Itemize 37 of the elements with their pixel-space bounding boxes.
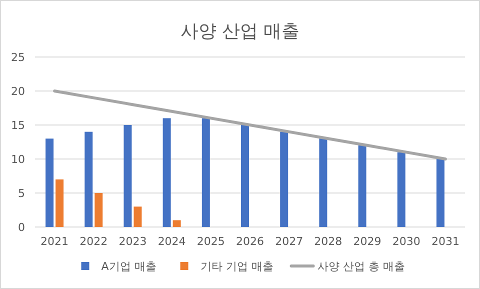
x-tick-label: 2030 [392, 235, 420, 248]
y-tick-label: 10 [11, 153, 25, 166]
y-tick-label: 25 [11, 51, 25, 64]
x-tick-label: 2029 [353, 235, 382, 248]
legend-label: A기업 매출 [101, 260, 156, 273]
y-tick-label: 0 [18, 221, 25, 234]
legend-label: 사양 산업 총 매출 [317, 260, 405, 273]
bar [172, 220, 181, 227]
chart-title: 사양 산업 매출 [180, 21, 300, 42]
x-tick-label: 2027 [275, 235, 304, 248]
x-tick-label: 2022 [80, 235, 108, 248]
bar [436, 159, 444, 227]
y-tick-label: 15 [11, 119, 25, 132]
legend-label: 기타 기업 매출 [200, 260, 274, 273]
bar [319, 138, 328, 227]
bar [241, 125, 249, 227]
x-tick-label: 2026 [236, 235, 264, 248]
bar [46, 138, 54, 227]
bar [358, 145, 366, 227]
bar [162, 118, 171, 227]
line-series [53, 90, 447, 160]
bar [56, 179, 64, 227]
bar [94, 193, 103, 227]
bar [202, 118, 210, 227]
y-tick-label: 20 [11, 85, 25, 98]
x-tick-label: 2031 [431, 235, 460, 248]
y-tick-label: 5 [18, 187, 25, 200]
bar [280, 132, 288, 227]
x-tick-label: 2025 [196, 235, 225, 248]
bar [397, 152, 406, 227]
x-tick-label: 2028 [314, 235, 342, 248]
bar [134, 206, 142, 227]
x-tick-label: 2024 [158, 235, 186, 248]
bar [124, 125, 132, 227]
bar [84, 132, 93, 227]
x-tick-label: 2023 [118, 235, 147, 248]
x-tick-label: 2021 [40, 235, 69, 248]
